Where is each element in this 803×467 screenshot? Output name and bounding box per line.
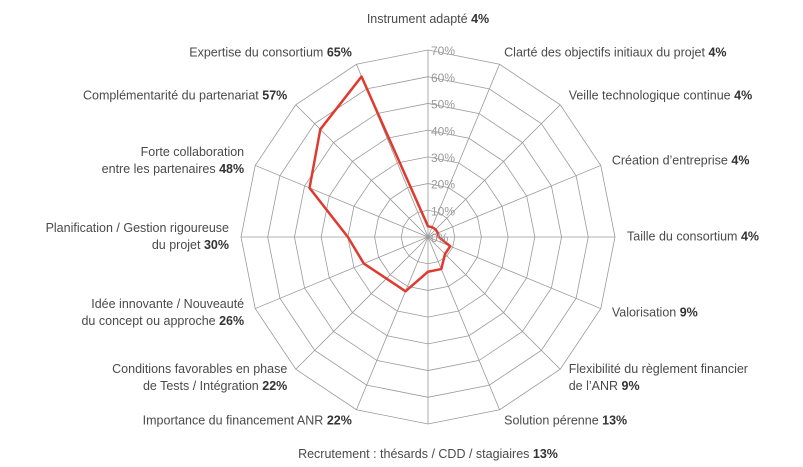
axis-label: Forte collaboration entre les partenaire… bbox=[102, 144, 244, 178]
spoke bbox=[255, 236, 429, 309]
value-label: 4% bbox=[734, 88, 753, 103]
value-label: 30% bbox=[203, 238, 229, 252]
tick-label: 0% bbox=[431, 231, 449, 245]
spoke bbox=[295, 236, 429, 370]
category-name: Veille technologique continue bbox=[568, 88, 731, 103]
axis-label: Importance du financement ANR 22% bbox=[143, 412, 352, 429]
tick-label: 10% bbox=[431, 204, 455, 218]
value-label: 9% bbox=[621, 378, 640, 393]
grid-ring bbox=[294, 103, 562, 371]
tick-label: 40% bbox=[431, 124, 455, 138]
axis-label: Valorisation 9% bbox=[612, 305, 698, 322]
category-name: Instrument adapté bbox=[366, 12, 468, 26]
value-label: 65% bbox=[326, 45, 352, 60]
value-label: 26% bbox=[219, 314, 245, 329]
axis-label: Expertise du consortium 65% bbox=[189, 45, 352, 62]
category-name: Expertise du consortium bbox=[189, 45, 324, 60]
tick-label: 70% bbox=[431, 44, 455, 58]
category-name: Valorisation bbox=[611, 305, 677, 320]
value-label: 9% bbox=[679, 305, 698, 320]
category-name: Flexibilité du règlement financier de l’… bbox=[568, 361, 748, 393]
spoke bbox=[427, 64, 500, 238]
value-label: 4% bbox=[471, 12, 490, 26]
category-name: Planification / Gestion rigoureuse du pr… bbox=[45, 221, 229, 252]
spoke bbox=[427, 236, 500, 410]
axis-label: Planification / Gestion rigoureuse du pr… bbox=[46, 220, 229, 254]
spoke bbox=[427, 236, 601, 309]
data-line bbox=[308, 75, 452, 293]
category-name: Conditions favorables en phase de Tests … bbox=[112, 361, 288, 393]
grid-ring bbox=[240, 49, 616, 425]
grid-ring bbox=[267, 76, 589, 398]
tick-label: 20% bbox=[431, 178, 455, 192]
axis-label: Complémentarité du partenariat 57% bbox=[83, 88, 287, 105]
axis-label: Veille technologique continue 4% bbox=[569, 88, 753, 105]
value-label: 13% bbox=[602, 413, 628, 428]
value-label: 4% bbox=[740, 229, 760, 244]
value-label: 57% bbox=[262, 88, 288, 103]
axis-label: Idée innovante / Nouveauté du concept ou… bbox=[81, 296, 244, 330]
axis-label: Flexibilité du règlement financier de l’… bbox=[569, 361, 748, 395]
grid-ring bbox=[347, 156, 509, 318]
value-label: 48% bbox=[219, 161, 245, 176]
category-name: Recrutement : thésards / CDD / stagiaire… bbox=[298, 447, 530, 461]
value-label: 13% bbox=[532, 447, 558, 461]
grid-ring bbox=[374, 183, 482, 291]
spoke bbox=[427, 165, 601, 238]
axis-label: Recrutement : thésards / CDD / stagiaire… bbox=[298, 446, 558, 463]
category-name: Complémentarité du partenariat bbox=[82, 88, 259, 103]
grid-ring bbox=[400, 209, 456, 265]
axis-label: Création d’entreprise 4% bbox=[612, 152, 750, 169]
tick-label: 30% bbox=[431, 151, 455, 165]
spoke bbox=[356, 236, 429, 410]
category-name: Forte collaboration entre les partenaire… bbox=[101, 144, 245, 176]
category-name: Taille du consortium bbox=[627, 229, 738, 244]
axis-label: Clarté des objectifs initiaux du projet … bbox=[504, 45, 726, 62]
value-label: 4% bbox=[708, 45, 727, 60]
value-label: 22% bbox=[326, 413, 352, 428]
axis-label: Taille du consortium 4% bbox=[627, 229, 759, 246]
category-name: Solution pérenne bbox=[504, 413, 599, 428]
tick-label: 60% bbox=[431, 71, 455, 85]
spoke bbox=[427, 104, 561, 238]
axis-label: Conditions favorables en phase de Tests … bbox=[112, 361, 287, 395]
category-name: Idée innovante / Nouveauté du concept ou… bbox=[81, 297, 245, 329]
spoke bbox=[255, 165, 429, 238]
category-name: Création d’entreprise bbox=[611, 153, 728, 168]
value-label: 4% bbox=[731, 153, 750, 168]
category-name: Importance du financement ANR bbox=[142, 413, 324, 428]
grid-ring bbox=[320, 129, 536, 345]
tick-label: 50% bbox=[431, 98, 455, 112]
value-label: 22% bbox=[262, 378, 288, 393]
spoke bbox=[427, 236, 561, 370]
category-name: Clarté des objectifs initiaux du projet bbox=[504, 45, 705, 60]
axis-label: Solution pérenne 13% bbox=[504, 412, 627, 429]
spoke bbox=[295, 104, 429, 238]
axis-label: Instrument adapté 4% bbox=[367, 11, 489, 28]
